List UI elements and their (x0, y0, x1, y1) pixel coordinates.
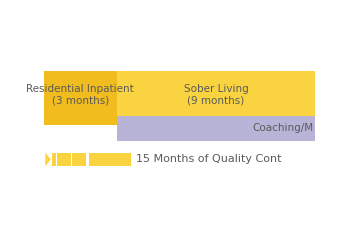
Bar (72, 153, 86, 166)
Bar (52, 153, 56, 166)
Polygon shape (45, 153, 51, 166)
Bar (89, 153, 131, 166)
Bar (62, 153, 71, 166)
Text: Coaching/M: Coaching/M (252, 123, 314, 133)
Bar (117, 71, 315, 125)
Text: 15 Months of Quality Cont: 15 Months of Quality Cont (136, 154, 281, 164)
Text: Residential Inpatient
(3 months): Residential Inpatient (3 months) (27, 84, 134, 106)
Bar (57, 153, 62, 166)
Bar (44, 71, 117, 125)
Bar (117, 116, 315, 141)
Text: Sober Living
(9 months): Sober Living (9 months) (184, 84, 248, 106)
